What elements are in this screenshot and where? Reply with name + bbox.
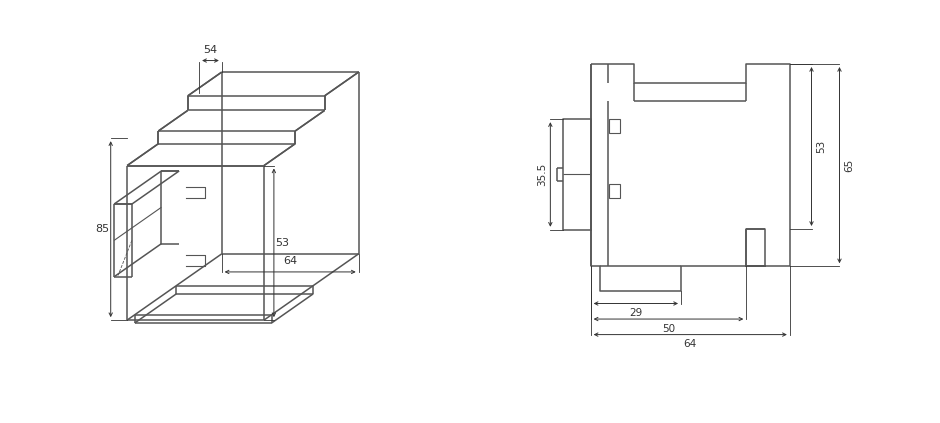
Text: 53: 53 — [275, 238, 290, 248]
Text: 35.5: 35.5 — [537, 163, 547, 186]
Text: 64: 64 — [283, 256, 297, 266]
Text: 29: 29 — [629, 308, 642, 318]
Text: 53: 53 — [816, 140, 826, 153]
Bar — [609, 184, 620, 198]
Text: 50: 50 — [662, 324, 675, 334]
Text: 85: 85 — [96, 224, 110, 234]
Text: 54: 54 — [203, 45, 217, 55]
Text: 64: 64 — [683, 339, 697, 349]
Text: 65: 65 — [844, 159, 854, 172]
Bar — [609, 118, 620, 132]
